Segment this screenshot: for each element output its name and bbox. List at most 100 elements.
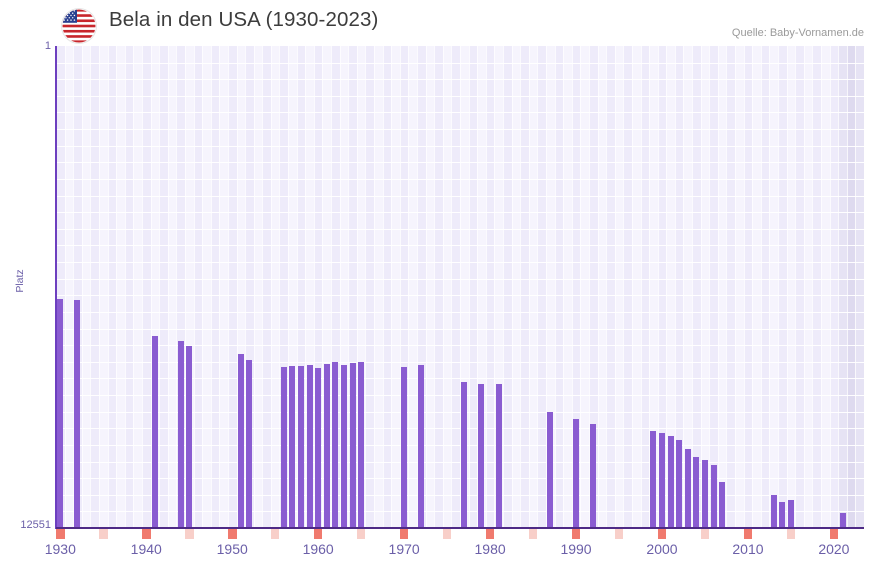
year-band <box>73 46 82 528</box>
year-band <box>812 46 822 528</box>
gridline-vertical <box>589 46 590 528</box>
year-band <box>442 46 452 528</box>
year-band <box>81 46 91 528</box>
year-band <box>502 46 512 528</box>
year-band <box>331 46 340 528</box>
gridline-vertical <box>254 46 255 528</box>
year-band <box>460 46 469 528</box>
gridline-vertical <box>752 46 753 528</box>
gridline-vertical <box>288 46 289 528</box>
bar <box>573 418 580 528</box>
bar <box>461 382 468 528</box>
year-band <box>735 46 744 528</box>
x-tick-major <box>485 529 495 539</box>
gridline-vertical <box>443 46 444 528</box>
bar <box>246 360 253 528</box>
gridline-vertical <box>73 46 74 528</box>
year-band <box>434 46 443 528</box>
x-axis-label: 1960 <box>302 541 334 557</box>
year-band <box>477 46 486 528</box>
year-band <box>399 46 409 528</box>
year-band <box>90 46 99 528</box>
year-band <box>305 46 314 528</box>
year-band <box>554 46 564 528</box>
gridline-vertical <box>90 46 91 528</box>
gridline-vertical <box>795 46 796 528</box>
gridline-vertical <box>185 46 186 528</box>
gridline-vertical <box>855 46 856 528</box>
gridline-vertical <box>194 46 195 528</box>
year-band <box>468 46 478 528</box>
gridline-vertical <box>245 46 246 528</box>
x-tick-minor <box>98 529 108 539</box>
bar <box>349 362 356 528</box>
gridline-vertical <box>99 46 100 528</box>
year-band <box>657 46 667 528</box>
x-tick-major <box>743 529 753 539</box>
year-band <box>520 46 529 528</box>
gridline-vertical <box>168 46 169 528</box>
gridline-vertical <box>830 46 831 528</box>
gridline-vertical <box>838 46 839 528</box>
year-band <box>563 46 572 528</box>
x-axis-label: 1930 <box>44 541 76 557</box>
year-band <box>769 46 779 528</box>
gridline-vertical <box>451 46 452 528</box>
bar <box>710 464 717 528</box>
x-axis-label: 1970 <box>388 541 420 557</box>
year-band <box>709 46 718 528</box>
background-bands <box>56 46 864 528</box>
year-band <box>56 46 65 528</box>
gridline-vertical <box>615 46 616 528</box>
gridline-vertical <box>821 46 822 528</box>
gridline-vertical <box>133 46 134 528</box>
year-band <box>666 46 675 528</box>
year-band <box>485 46 495 528</box>
year-band <box>202 46 211 528</box>
y-axis-top-label: 1 <box>44 40 51 52</box>
bar <box>289 365 296 528</box>
gridline-vertical <box>709 46 710 528</box>
x-tick-minor <box>356 529 366 539</box>
year-band <box>760 46 770 528</box>
gridline-vertical <box>529 46 530 528</box>
x-tick-major <box>56 529 65 539</box>
x-tick-minor <box>184 529 194 539</box>
year-band <box>614 46 624 528</box>
y-axis-bottom-label: 12551 <box>20 519 51 531</box>
bar <box>323 363 330 528</box>
gridline-vertical <box>555 46 556 528</box>
year-band <box>339 46 349 528</box>
year-band <box>717 46 727 528</box>
gridline-vertical <box>357 46 358 528</box>
gridline-vertical <box>735 46 736 528</box>
gridline-vertical <box>572 46 573 528</box>
year-band <box>829 46 839 528</box>
x-axis-label: 1980 <box>474 541 506 557</box>
gridline-vertical <box>804 46 805 528</box>
year-band <box>288 46 297 528</box>
gridline-vertical <box>219 46 220 528</box>
gridline-vertical <box>151 46 152 528</box>
year-band <box>176 46 185 528</box>
gridline-vertical <box>331 46 332 528</box>
year-band <box>236 46 246 528</box>
year-band <box>408 46 418 528</box>
gridline-vertical <box>563 46 564 528</box>
gridline-vertical <box>812 46 813 528</box>
gridline-vertical <box>108 46 109 528</box>
year-band <box>133 46 142 528</box>
x-tick-minor <box>700 529 710 539</box>
year-band <box>537 46 546 528</box>
year-band <box>588 46 598 528</box>
gridline-vertical <box>769 46 770 528</box>
year-band <box>846 46 856 528</box>
bar <box>839 512 846 528</box>
bar <box>57 299 64 528</box>
gridline-vertical <box>159 46 160 528</box>
gridline-vertical <box>271 46 272 528</box>
bar <box>719 482 726 528</box>
x-axis-label: 1940 <box>130 541 162 557</box>
x-tick-minor <box>442 529 452 539</box>
gridline-vertical <box>787 46 788 528</box>
